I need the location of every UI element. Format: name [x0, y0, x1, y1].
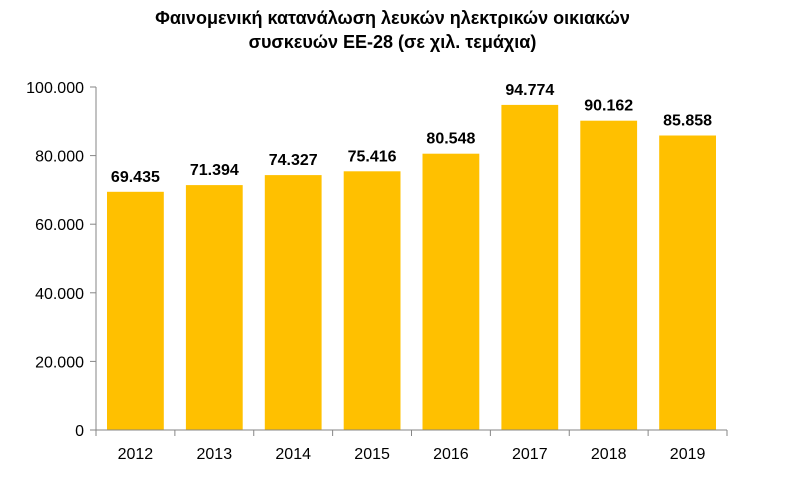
y-tick-label-0: 0: [75, 423, 84, 440]
x-tick-label-2019: 2019: [670, 446, 706, 463]
data-label-2012: 69.435: [111, 169, 160, 186]
y-tick-label-5: 100.000: [26, 80, 84, 97]
labels-layer: 69.435 2012 71.394 2013 74.327 2014 75.416 2015…: [26, 80, 712, 463]
data-label-2013: 71.394: [190, 162, 239, 179]
axes-layer: [90, 86, 728, 436]
bar-2017: [501, 104, 559, 431]
data-label-2018: 90.162: [584, 98, 633, 115]
x-tick-label-2014: 2014: [275, 446, 311, 463]
data-label-2017: 94.774: [505, 82, 554, 99]
bar-2015: [343, 171, 401, 431]
bar-2014: [264, 175, 322, 430]
bars-layer: [107, 104, 716, 431]
y-tick-label-2: 40.000: [35, 286, 84, 303]
data-label-2019: 85.858: [663, 113, 712, 130]
chart-title-line-1: Φαινομενική κατανάλωση λευκών ηλεκτρικών…: [155, 8, 630, 28]
chart-title-line-2: συσκευών ΕΕ-28 (σε χιλ. τεμάχια): [248, 32, 537, 52]
x-tick-label-2018: 2018: [591, 446, 627, 463]
chart-title: Φαινομενική κατανάλωση λευκών ηλεκτρικών…: [0, 6, 785, 54]
y-tick-label-1: 20.000: [35, 354, 84, 371]
bar-2016: [422, 153, 480, 430]
x-tick-label-2015: 2015: [354, 446, 390, 463]
y-tick-label-4: 80.000: [35, 149, 84, 166]
x-tick-label-2016: 2016: [433, 446, 469, 463]
x-tick-label-2017: 2017: [512, 446, 548, 463]
bar-2018: [580, 120, 638, 430]
bar-2012: [107, 191, 164, 430]
data-label-2015: 75.416: [348, 148, 397, 165]
x-tick-label-2013: 2013: [197, 446, 233, 463]
x-tick-label-2012: 2012: [118, 446, 154, 463]
bar-2019: [659, 135, 716, 430]
data-label-2016: 80.548: [426, 131, 475, 148]
bar-2013: [185, 185, 243, 430]
data-label-2014: 74.327: [269, 152, 318, 169]
y-tick-label-3: 60.000: [35, 217, 84, 234]
